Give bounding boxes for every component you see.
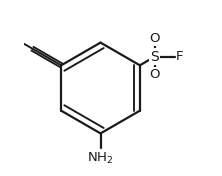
Text: S: S bbox=[151, 50, 159, 64]
Text: O: O bbox=[150, 68, 160, 81]
Text: NH$_2$: NH$_2$ bbox=[87, 150, 114, 166]
Text: F: F bbox=[176, 50, 184, 63]
Text: O: O bbox=[150, 32, 160, 45]
